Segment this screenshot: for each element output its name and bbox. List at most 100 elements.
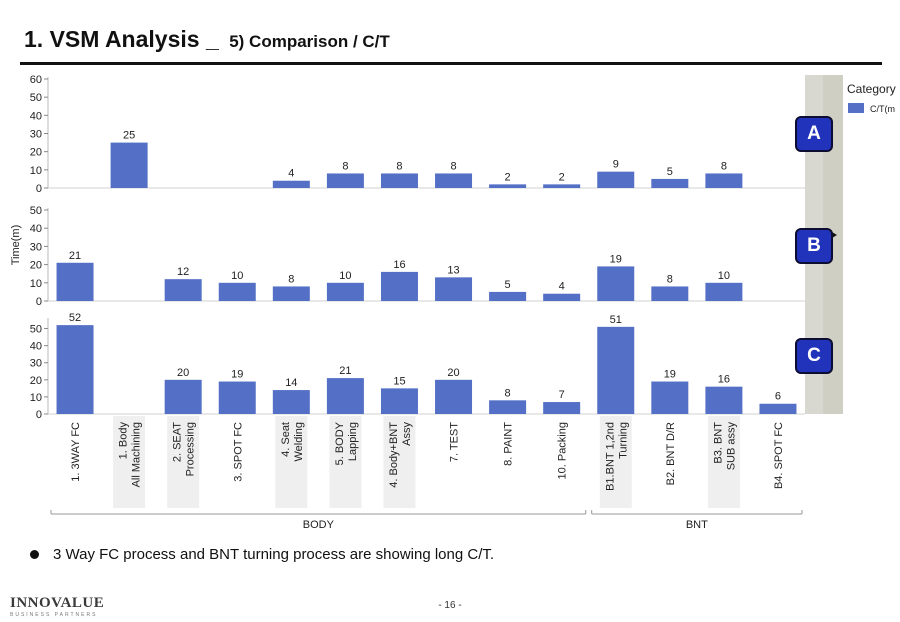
data-label: 2 — [505, 171, 511, 183]
bar — [597, 266, 635, 301]
page-title: 1. VSM Analysis _ 5) Comparison / C/T — [24, 26, 390, 53]
bar — [597, 171, 635, 188]
title-main: 1. VSM Analysis _ — [24, 26, 219, 52]
panel-badge-c: C — [795, 338, 833, 374]
data-label: 16 — [393, 259, 405, 271]
x-tick-label: 4. Seat — [280, 422, 292, 457]
y-tick-label: 50 — [30, 205, 42, 217]
data-label: 16 — [718, 374, 730, 386]
bar — [543, 402, 581, 414]
bar — [543, 293, 581, 301]
category-label-highlight — [707, 416, 740, 508]
legend-title: Category — [847, 82, 896, 96]
data-label: 5 — [667, 166, 673, 178]
x-tick-label: 1. Body — [118, 422, 130, 460]
bar — [326, 282, 364, 301]
y-tick-label: 30 — [30, 358, 42, 370]
bar — [326, 173, 364, 188]
y-tick-label: 0 — [36, 296, 42, 308]
bullet-text: 3 Way FC process and BNT turning process… — [53, 546, 495, 563]
data-label: 8 — [505, 387, 511, 399]
legend-swatch — [848, 103, 864, 113]
bar — [218, 381, 256, 414]
y-tick-label: 10 — [30, 165, 42, 177]
x-tick-label: Turning — [617, 422, 629, 459]
data-label: 13 — [447, 264, 459, 276]
bar — [597, 326, 635, 414]
bar — [380, 271, 418, 301]
x-tick-label: SUB assy — [725, 422, 737, 471]
bar — [272, 286, 310, 301]
x-tick-label: B3. BNT — [712, 422, 724, 464]
bar — [164, 279, 202, 301]
data-label: 21 — [69, 250, 81, 262]
bullet-dot-icon — [30, 549, 39, 559]
x-tick-label: 4. Body+BNT — [388, 422, 400, 488]
x-tick-label: Lapping — [347, 422, 359, 461]
x-tick-label: All Machining — [131, 422, 143, 487]
data-label: 8 — [396, 160, 402, 172]
y-axis-title: Time(m) — [10, 225, 22, 266]
x-tick-label: 2. SEAT — [172, 422, 184, 462]
group-label: BODY — [303, 519, 335, 531]
bar — [272, 180, 310, 188]
data-label: 7 — [559, 389, 565, 401]
data-label: 10 — [231, 270, 243, 282]
panel-badge-a: A — [795, 116, 833, 152]
data-label: 8 — [721, 160, 727, 172]
bar — [759, 403, 797, 414]
data-label: 4 — [288, 168, 294, 180]
data-label: 25 — [123, 130, 135, 142]
bullet-point: 3 Way FC process and BNT turning process… — [30, 546, 494, 563]
bar — [489, 291, 527, 301]
bar — [705, 386, 743, 414]
bar — [380, 173, 418, 188]
data-label: 8 — [450, 160, 456, 172]
title-underline — [20, 62, 882, 65]
data-label: 20 — [177, 367, 189, 379]
category-label-highlight — [275, 416, 308, 508]
title-sub: 5) Comparison / C/T — [229, 32, 390, 51]
data-label: 4 — [559, 281, 565, 293]
panel-badge-b: B — [795, 228, 833, 264]
bar — [164, 379, 202, 414]
y-tick-label: 60 — [30, 74, 42, 86]
y-tick-label: 40 — [30, 223, 42, 235]
x-tick-label: 7. TEST — [449, 422, 461, 462]
bar — [435, 173, 473, 188]
data-label: 8 — [342, 160, 348, 172]
x-tick-label: 8. PAINT — [503, 422, 515, 466]
bar — [110, 142, 148, 188]
x-tick-label: 5. BODY — [334, 421, 346, 465]
legend-item-label: C/T(m — [870, 104, 895, 114]
bar — [435, 277, 473, 301]
bar — [380, 388, 418, 414]
data-label: 19 — [664, 369, 676, 381]
y-tick-label: 20 — [30, 147, 42, 159]
bar — [272, 390, 310, 414]
bar — [651, 381, 689, 414]
y-tick-label: 10 — [30, 278, 42, 290]
bar — [651, 178, 689, 188]
side-band-dark — [823, 75, 843, 414]
x-tick-label: Assy — [401, 422, 413, 446]
bar — [489, 400, 527, 414]
data-label: 9 — [613, 159, 619, 171]
data-label: 10 — [339, 270, 351, 282]
x-tick-label: B4. SPOT FC — [773, 422, 785, 489]
x-tick-label: B2. BNT D/R — [665, 422, 677, 485]
y-tick-label: 30 — [30, 129, 42, 141]
bar — [705, 282, 743, 301]
group-label: BNT — [686, 519, 708, 531]
bar — [435, 379, 473, 414]
data-label: 19 — [610, 253, 622, 265]
x-tick-label: Processing — [185, 422, 197, 476]
scroll-marker-icon — [832, 232, 837, 238]
data-label: 10 — [718, 270, 730, 282]
y-tick-label: 50 — [30, 92, 42, 104]
y-tick-label: 10 — [30, 392, 42, 404]
category-label-highlight — [113, 416, 146, 508]
data-label: 14 — [285, 377, 297, 389]
bar — [56, 325, 94, 414]
category-label-highlight — [383, 416, 416, 508]
